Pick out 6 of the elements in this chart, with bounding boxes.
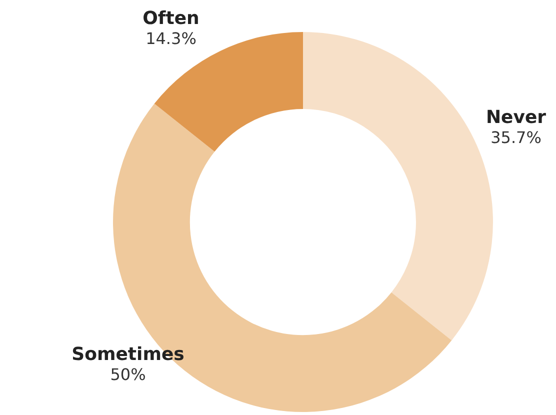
slice-label: Sometimes [72,344,184,365]
slice-label: Often [142,8,200,29]
slice-label: Never [486,106,546,128]
data-label: 35.7% [490,128,542,147]
data-label: 14.3% [146,29,196,48]
data-label: 50% [110,365,146,384]
